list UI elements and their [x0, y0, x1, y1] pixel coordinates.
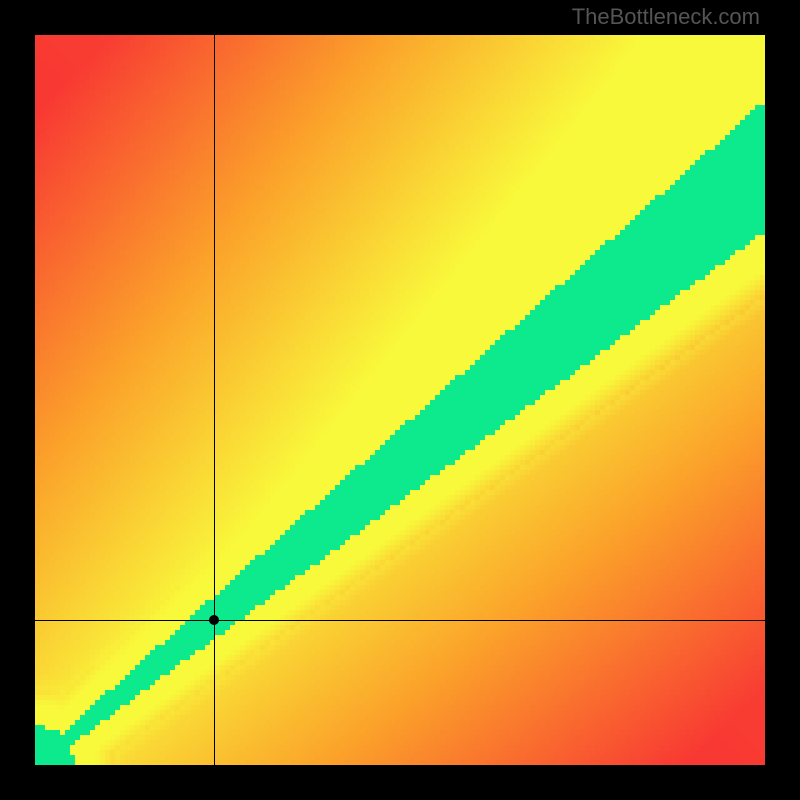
crosshair-vertical	[214, 35, 215, 765]
heatmap-canvas	[35, 35, 765, 765]
plot-area	[35, 35, 765, 765]
crosshair-horizontal	[35, 620, 765, 621]
chart-container: TheBottleneck.com	[0, 0, 800, 800]
watermark-text: TheBottleneck.com	[572, 4, 760, 30]
marker-point	[209, 615, 219, 625]
